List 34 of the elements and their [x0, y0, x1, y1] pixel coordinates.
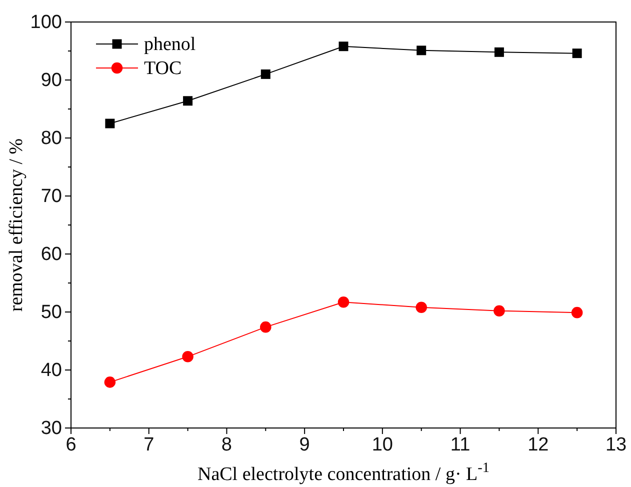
point	[416, 46, 426, 56]
point	[260, 321, 272, 333]
x-axis-title: NaCl electrolyte concentration / g· L$^{-1}$	[197, 460, 490, 485]
y-tick-label: 80	[40, 128, 62, 150]
point	[494, 305, 505, 316]
point	[182, 351, 194, 362]
x-tick-label: 8	[221, 434, 232, 456]
point	[338, 296, 350, 308]
y-tick-label: 70	[40, 186, 62, 208]
point	[572, 48, 582, 58]
x-tick-label: 11	[450, 434, 470, 456]
point	[260, 69, 270, 79]
y-tick-label: 50	[40, 302, 62, 324]
x-tick-label: 7	[144, 434, 154, 456]
point	[571, 306, 583, 318]
point	[416, 302, 427, 313]
y-tick-label: 40	[40, 360, 62, 382]
x-tick-label: 9	[299, 434, 310, 456]
legend-label: TOC	[144, 58, 182, 79]
point	[104, 376, 116, 388]
point	[183, 96, 193, 106]
y-axis-title: removal efficiency / %	[6, 138, 27, 312]
point	[105, 118, 115, 128]
legend-label: phenol	[144, 34, 196, 55]
x-tick-label: 12	[528, 434, 549, 456]
x-tick-label: 13	[605, 434, 627, 456]
x-tick-label: 10	[372, 434, 393, 456]
y-tick-label: 30	[40, 418, 62, 440]
point	[494, 47, 504, 57]
y-tick-label: 90	[40, 70, 62, 92]
x-tick-label: 6	[66, 434, 76, 456]
y-tick-label: 100	[30, 12, 62, 34]
point	[338, 42, 348, 52]
y-tick-label: 60	[40, 244, 62, 266]
